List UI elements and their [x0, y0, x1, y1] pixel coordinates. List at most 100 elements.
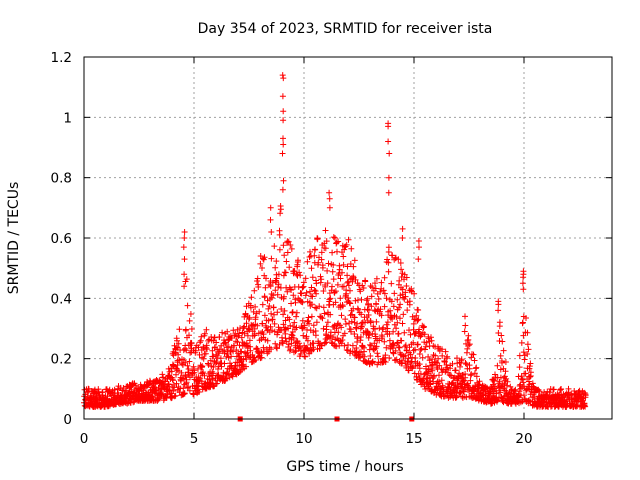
data-point [382, 352, 389, 359]
data-point [311, 287, 318, 294]
data-point [348, 328, 354, 335]
data-point [524, 351, 531, 357]
data-point [518, 339, 525, 346]
data-point [258, 330, 264, 337]
data-point [308, 265, 315, 272]
data-point [373, 300, 379, 307]
data-point [192, 347, 199, 354]
data-point [280, 242, 287, 249]
data-point [245, 316, 252, 323]
data-point [492, 371, 498, 378]
data-point [325, 260, 332, 267]
data-point [252, 357, 259, 363]
data-point [523, 315, 529, 321]
data-point [519, 376, 526, 383]
data-point [264, 337, 271, 344]
data-point [429, 362, 436, 369]
data-point [380, 324, 387, 331]
data-point [255, 284, 262, 290]
data-point [270, 304, 277, 311]
data-point [342, 316, 349, 323]
data-point [218, 363, 225, 370]
data-point [230, 348, 237, 355]
data-point [373, 318, 380, 325]
data-point [198, 333, 205, 340]
data-point [261, 294, 268, 301]
data-point [358, 311, 365, 318]
data-point [243, 363, 249, 370]
data-point [385, 123, 392, 130]
data-point [371, 340, 378, 347]
data-point [335, 238, 342, 245]
data-point [403, 283, 410, 289]
data-point [234, 339, 241, 346]
data-point [343, 346, 350, 353]
data-point [279, 72, 286, 79]
data-point [278, 306, 285, 312]
data-point [332, 299, 339, 306]
data-point [494, 362, 501, 369]
data-point [160, 374, 167, 381]
data-point [410, 339, 417, 346]
data-point [423, 339, 430, 346]
data-point [216, 350, 223, 357]
data-point [287, 242, 294, 248]
data-point [284, 288, 291, 295]
data-point [299, 317, 306, 324]
data-point [290, 292, 297, 299]
data-point [454, 355, 460, 362]
data-point [227, 349, 234, 355]
data-point [282, 269, 289, 276]
data-point [266, 303, 273, 309]
data-point [272, 340, 279, 347]
data-point [293, 309, 300, 316]
data-point [392, 347, 399, 354]
data-point [313, 290, 320, 297]
data-point [307, 248, 313, 255]
data-point [330, 276, 337, 283]
data-point [401, 329, 408, 336]
data-point [228, 353, 235, 360]
data-point [385, 268, 392, 275]
data-point [289, 309, 296, 315]
data-point [380, 287, 387, 294]
y-tick-label: 0.2 [51, 352, 72, 368]
data-point [378, 279, 385, 286]
data-point [373, 343, 380, 350]
data-point [268, 346, 275, 353]
data-point [351, 331, 358, 337]
data-point [372, 326, 378, 332]
data-point [412, 346, 419, 353]
data-point [317, 273, 324, 280]
data-point [381, 303, 388, 310]
data-point [259, 265, 265, 271]
data-point [236, 330, 243, 337]
data-point [521, 392, 527, 399]
data-point [341, 246, 348, 253]
data-point [399, 225, 406, 232]
data-point [352, 276, 359, 283]
data-point [303, 333, 310, 340]
data-point [236, 342, 243, 349]
data-point [215, 366, 221, 372]
data-point [464, 345, 471, 352]
data-point [377, 288, 384, 295]
data-point [268, 229, 275, 235]
data-point [384, 325, 391, 332]
data-point [323, 238, 330, 245]
data-point [495, 307, 502, 314]
data-point [302, 292, 309, 299]
data-point [276, 231, 283, 238]
data-point [207, 357, 214, 364]
data-point [385, 174, 392, 181]
data-point [519, 319, 526, 326]
data-point [287, 346, 294, 353]
data-point [322, 245, 329, 252]
y-tick-label: 0.4 [51, 291, 72, 307]
data-point [341, 342, 348, 349]
data-point [324, 319, 331, 326]
data-point [550, 386, 557, 393]
data-point [279, 340, 286, 347]
data-point [274, 345, 280, 352]
data-point [441, 393, 448, 400]
